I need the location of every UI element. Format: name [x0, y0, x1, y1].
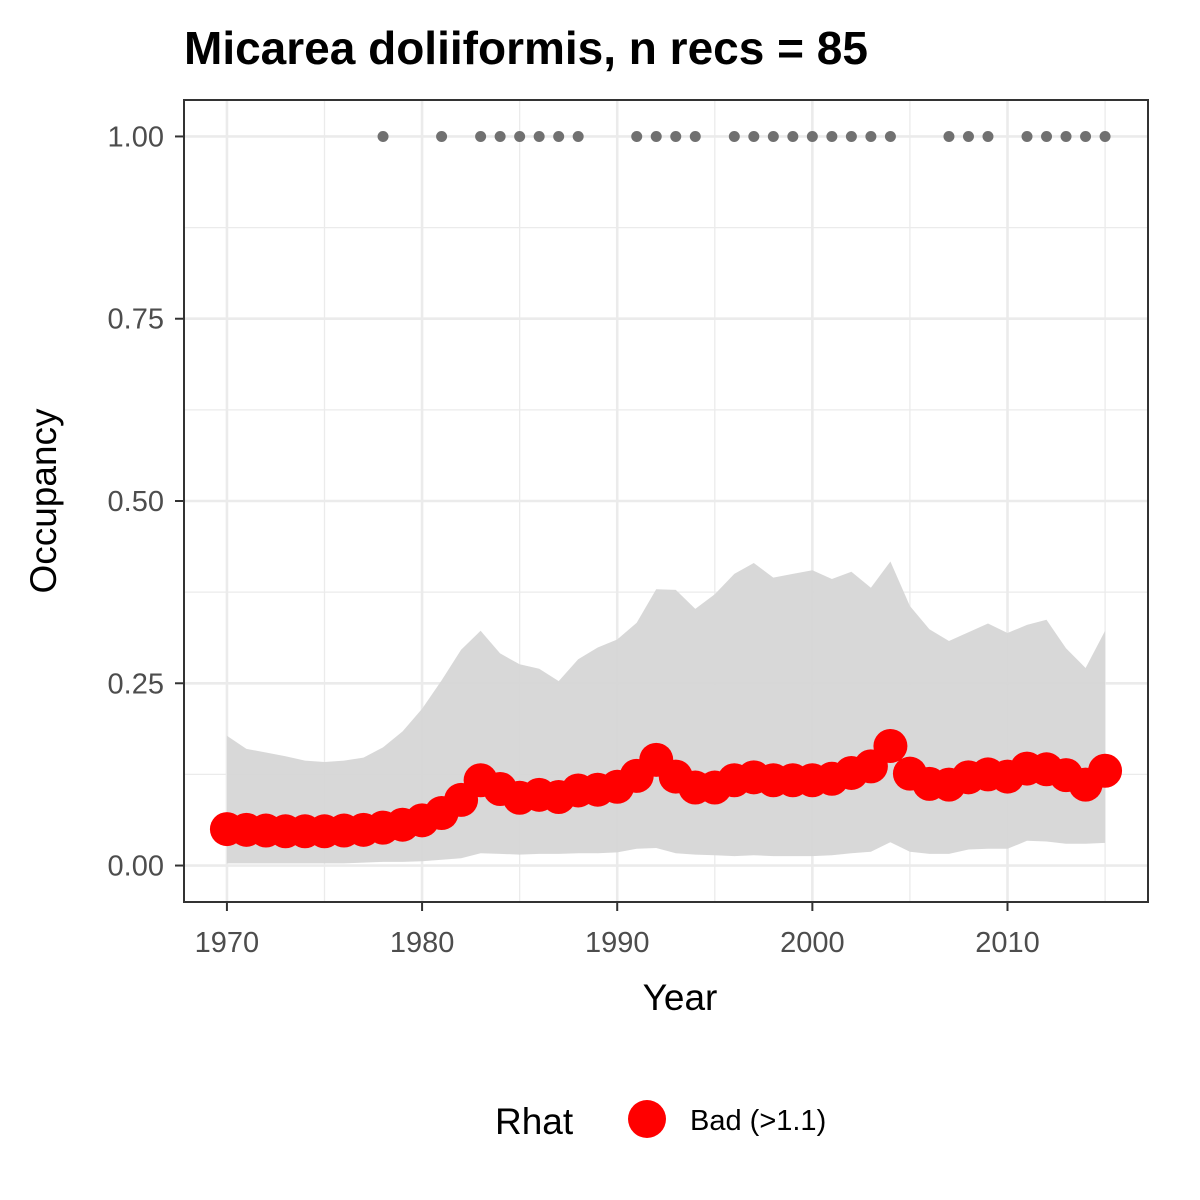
record-point: [943, 130, 955, 142]
x-axis: 1970 1980 1990 2000 2010: [195, 902, 1040, 959]
y-tick-label: 0.75: [108, 304, 164, 336]
record-point: [962, 130, 974, 142]
record-point: [1041, 130, 1053, 142]
record-point: [1080, 130, 1092, 142]
legend-label-bad: Bad (>1.1): [690, 1105, 826, 1137]
record-point: [377, 130, 389, 142]
record-point: [514, 130, 526, 142]
y-tick-label: 1.00: [108, 121, 164, 153]
record-point: [670, 130, 682, 142]
record-point: [728, 130, 740, 142]
record-point: [533, 130, 545, 142]
record-point: [1060, 130, 1072, 142]
record-point: [689, 130, 701, 142]
mean-occupancy-point: [873, 728, 908, 763]
credible-interval-ribbon: [226, 561, 1106, 864]
record-point: [631, 130, 643, 142]
record-point: [982, 130, 994, 142]
record-point: [1021, 130, 1033, 142]
y-axis: 0.00 0.25 0.50 0.75 1.00: [108, 121, 184, 883]
record-point: [553, 130, 565, 142]
record-point: [436, 130, 448, 142]
records-layer: [377, 130, 1111, 142]
record-point: [475, 130, 487, 142]
y-tick-label: 0.50: [108, 486, 164, 518]
y-tick-label: 0.25: [108, 668, 164, 700]
legend: Rhat Bad (>1.1): [495, 1100, 826, 1142]
record-point: [748, 130, 760, 142]
record-point: [650, 130, 662, 142]
y-axis-title: Occupancy: [23, 408, 64, 594]
record-point: [884, 130, 896, 142]
record-point: [494, 130, 506, 142]
record-point: [1099, 130, 1111, 142]
x-tick-label: 2000: [780, 927, 845, 959]
x-axis-title: Year: [643, 977, 718, 1018]
chart-title: Micarea doliiformis, n recs = 85: [184, 22, 868, 74]
x-tick-label: 1980: [390, 927, 455, 959]
mean-occupancy-point: [1088, 753, 1123, 788]
credible-interval-layer: [226, 561, 1106, 864]
record-point: [865, 130, 877, 142]
record-point: [787, 130, 799, 142]
legend-key-bad: [628, 1100, 666, 1138]
record-point: [806, 130, 818, 142]
x-tick-label: 2010: [975, 927, 1040, 959]
mean-occupancy-layer: [209, 728, 1123, 849]
x-tick-label: 1990: [585, 927, 650, 959]
legend-title: Rhat: [495, 1101, 574, 1142]
record-point: [767, 130, 779, 142]
record-point: [572, 130, 584, 142]
y-tick-label: 0.00: [108, 851, 164, 883]
x-tick-label: 1970: [195, 927, 260, 959]
record-point: [845, 130, 857, 142]
record-point: [826, 130, 838, 142]
